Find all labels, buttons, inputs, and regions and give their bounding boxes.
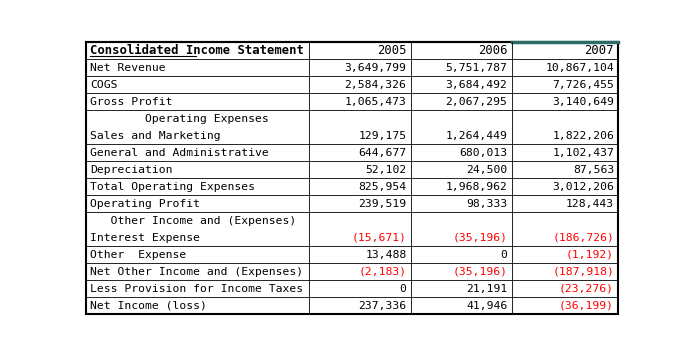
Text: Total Operating Expenses: Total Operating Expenses — [90, 182, 255, 192]
Text: 2007: 2007 — [585, 44, 614, 57]
Text: 1,102,437: 1,102,437 — [552, 148, 614, 158]
Text: (1,192): (1,192) — [566, 250, 614, 260]
Text: Sales and Marketing: Sales and Marketing — [90, 131, 221, 141]
Text: 52,102: 52,102 — [365, 165, 407, 175]
Text: COGS: COGS — [90, 80, 117, 90]
Text: 129,175: 129,175 — [358, 131, 407, 141]
Text: 3,649,799: 3,649,799 — [344, 63, 407, 73]
Text: 2005: 2005 — [377, 44, 407, 57]
Text: Interest Expense: Interest Expense — [90, 233, 200, 243]
Text: 41,946: 41,946 — [466, 301, 508, 311]
Text: Operating Expenses: Operating Expenses — [90, 114, 269, 124]
Text: 21,191: 21,191 — [466, 284, 508, 294]
Text: 13,488: 13,488 — [365, 250, 407, 260]
Text: 0: 0 — [501, 250, 508, 260]
Text: General and Administrative: General and Administrative — [90, 148, 269, 158]
Text: 680,013: 680,013 — [460, 148, 508, 158]
Text: 10,867,104: 10,867,104 — [545, 63, 614, 73]
Text: (2,183): (2,183) — [358, 267, 407, 277]
Text: 237,336: 237,336 — [358, 301, 407, 311]
Text: Gross Profit: Gross Profit — [90, 97, 172, 107]
Text: 0: 0 — [400, 284, 407, 294]
Text: 7,726,455: 7,726,455 — [552, 80, 614, 90]
Text: 2006: 2006 — [478, 44, 508, 57]
Text: (35,196): (35,196) — [453, 233, 508, 243]
Text: 1,822,206: 1,822,206 — [552, 131, 614, 141]
Text: 3,012,206: 3,012,206 — [552, 182, 614, 192]
Text: 1,264,449: 1,264,449 — [446, 131, 508, 141]
Text: Net Revenue: Net Revenue — [90, 63, 166, 73]
Text: Operating Profit: Operating Profit — [90, 199, 200, 209]
Text: 239,519: 239,519 — [358, 199, 407, 209]
Text: (15,671): (15,671) — [351, 233, 407, 243]
Text: (186,726): (186,726) — [552, 233, 614, 243]
Text: 825,954: 825,954 — [358, 182, 407, 192]
Text: Less Provision for Income Taxes: Less Provision for Income Taxes — [90, 284, 303, 294]
Text: 1,968,962: 1,968,962 — [446, 182, 508, 192]
Text: 87,563: 87,563 — [573, 165, 614, 175]
Text: 24,500: 24,500 — [466, 165, 508, 175]
Text: 1,065,473: 1,065,473 — [344, 97, 407, 107]
Text: 128,443: 128,443 — [566, 199, 614, 209]
Text: Other Income and (Expenses): Other Income and (Expenses) — [90, 216, 296, 226]
Text: Other  Expense: Other Expense — [90, 250, 186, 260]
Text: Net Other Income and (Expenses): Net Other Income and (Expenses) — [90, 267, 303, 277]
Text: 644,677: 644,677 — [358, 148, 407, 158]
Text: (187,918): (187,918) — [552, 267, 614, 277]
Text: Consolidated Income Statement: Consolidated Income Statement — [90, 44, 304, 57]
Text: (23,276): (23,276) — [559, 284, 614, 294]
Text: 5,751,787: 5,751,787 — [446, 63, 508, 73]
Text: Depreciation: Depreciation — [90, 165, 172, 175]
Text: 3,140,649: 3,140,649 — [552, 97, 614, 107]
Text: (35,196): (35,196) — [453, 267, 508, 277]
Text: 3,684,492: 3,684,492 — [446, 80, 508, 90]
Text: (36,199): (36,199) — [559, 301, 614, 311]
Text: 2,067,295: 2,067,295 — [446, 97, 508, 107]
Text: 2,584,326: 2,584,326 — [344, 80, 407, 90]
Text: Net Income (loss): Net Income (loss) — [90, 301, 207, 311]
Text: 98,333: 98,333 — [466, 199, 508, 209]
